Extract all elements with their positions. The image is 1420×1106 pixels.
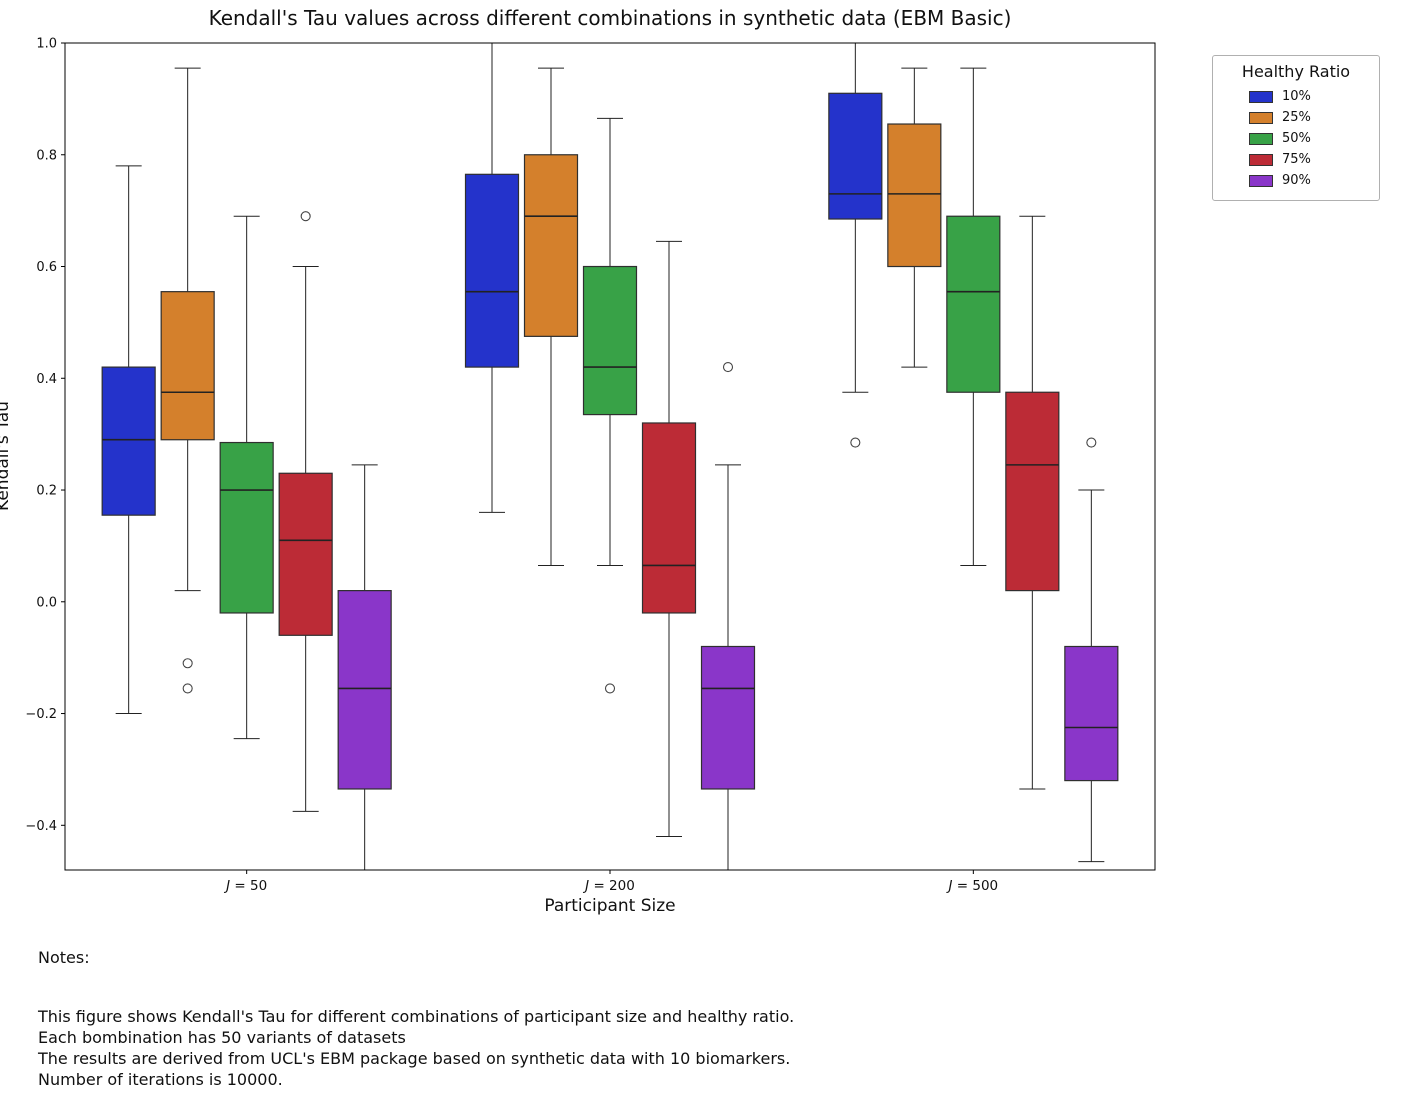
- legend: Healthy Ratio 10% 25% 50% 75% 90%: [1212, 55, 1380, 201]
- box-50%-J=50: [219, 215, 274, 740]
- box-rect: [641, 422, 697, 614]
- x-tick-label: J = 500: [946, 878, 999, 894]
- legend-swatch: [1249, 132, 1273, 145]
- box-10%-J=50: [101, 165, 156, 715]
- legend-label: 10%: [1282, 89, 1311, 104]
- box-rect: [464, 173, 520, 368]
- box-50%-J=200: [582, 117, 638, 694]
- box-rect: [219, 441, 274, 614]
- legend-swatch: [1249, 111, 1273, 124]
- legend-label: 50%: [1282, 131, 1311, 146]
- y-axis-label: Kendall's Tau: [0, 401, 13, 511]
- legend-item-50%: 50%: [1221, 128, 1371, 149]
- box-50%-J=500: [946, 67, 1001, 566]
- box-rect: [828, 92, 883, 220]
- box-rect: [582, 265, 638, 416]
- legend-item-25%: 25%: [1221, 107, 1371, 128]
- y-tick-label: 0.0: [36, 595, 57, 610]
- y-tick-label: 0.6: [36, 260, 57, 275]
- boxplot-chart: 1.0 0.8 0.6 0.4 0.2 0.0 −0.2 −0.4 J = 50 J = 200 J…: [25, 37, 1156, 894]
- legend-items: 10% 25% 50% 75% 90%: [1221, 86, 1371, 191]
- legend-label: 90%: [1282, 173, 1311, 188]
- notes-line: The results are derived from UCL's EBM p…: [38, 1049, 791, 1068]
- box-90%-J=500: [1064, 437, 1119, 863]
- box-10%-J=200: [464, 42, 520, 513]
- y-tick-label: 0.8: [36, 148, 57, 163]
- notes-body: This figure shows Kendall's Tau for diff…: [38, 1006, 794, 1090]
- box-25%-J=200: [523, 67, 579, 566]
- box-rect: [946, 215, 1001, 393]
- box-25%-J=50: [160, 67, 215, 694]
- notes-line: Each bombination has 50 variants of data…: [38, 1028, 406, 1047]
- box-rect: [160, 291, 215, 441]
- y-tick-label: −0.4: [25, 819, 57, 834]
- x-tick-label: J = 200: [582, 878, 635, 894]
- y-tick-label: 1.0: [36, 37, 57, 52]
- notes-line: This figure shows Kendall's Tau for diff…: [38, 1007, 795, 1026]
- box-75%-J=500: [1005, 215, 1060, 790]
- notes-line: Number of iterations is 10000.: [38, 1070, 283, 1089]
- x-axis-label: Participant Size: [544, 896, 676, 916]
- outlier-point: [604, 683, 616, 694]
- box-rect: [278, 472, 333, 636]
- outlier-point: [182, 683, 193, 694]
- legend-swatch: [1249, 174, 1273, 187]
- box-90%-J=50: [337, 464, 392, 870]
- legend-label: 25%: [1282, 110, 1311, 125]
- box-75%-J=50: [278, 211, 333, 812]
- outlier-point: [850, 437, 861, 448]
- box-rect: [101, 366, 156, 516]
- legend-swatch: [1249, 153, 1273, 166]
- legend-swatch: [1249, 90, 1273, 103]
- outlier-point: [1086, 437, 1097, 448]
- box-rect: [523, 154, 579, 337]
- box-rect: [700, 645, 756, 790]
- legend-title: Healthy Ratio: [1241, 62, 1351, 81]
- legend-item-90%: 90%: [1221, 170, 1371, 191]
- plot-frame: [64, 42, 1156, 871]
- box-25%-J=500: [887, 67, 942, 368]
- y-tick-label: 0.2: [36, 484, 57, 499]
- y-tick-label: 0.4: [36, 372, 57, 387]
- box-90%-J=200: [700, 362, 756, 870]
- x-tick-label: J = 50: [223, 878, 267, 894]
- box-rect: [1005, 391, 1060, 592]
- chart-title: Kendall's Tau values across different co…: [208, 6, 1012, 30]
- box-rect: [887, 123, 942, 268]
- notes-heading: Notes:: [38, 948, 90, 967]
- outlier-point: [300, 211, 311, 222]
- box-rect: [337, 590, 392, 790]
- outlier-point: [182, 658, 193, 669]
- box-10%-J=500: [828, 42, 883, 448]
- legend-label: 75%: [1282, 152, 1311, 167]
- y-tick-label: −0.2: [25, 707, 57, 722]
- box-rect: [1064, 645, 1119, 782]
- plot-content: [101, 42, 1119, 870]
- outlier-point: [722, 362, 734, 373]
- box-75%-J=200: [641, 240, 697, 837]
- legend-item-75%: 75%: [1221, 149, 1371, 170]
- legend-item-10%: 10%: [1221, 86, 1371, 107]
